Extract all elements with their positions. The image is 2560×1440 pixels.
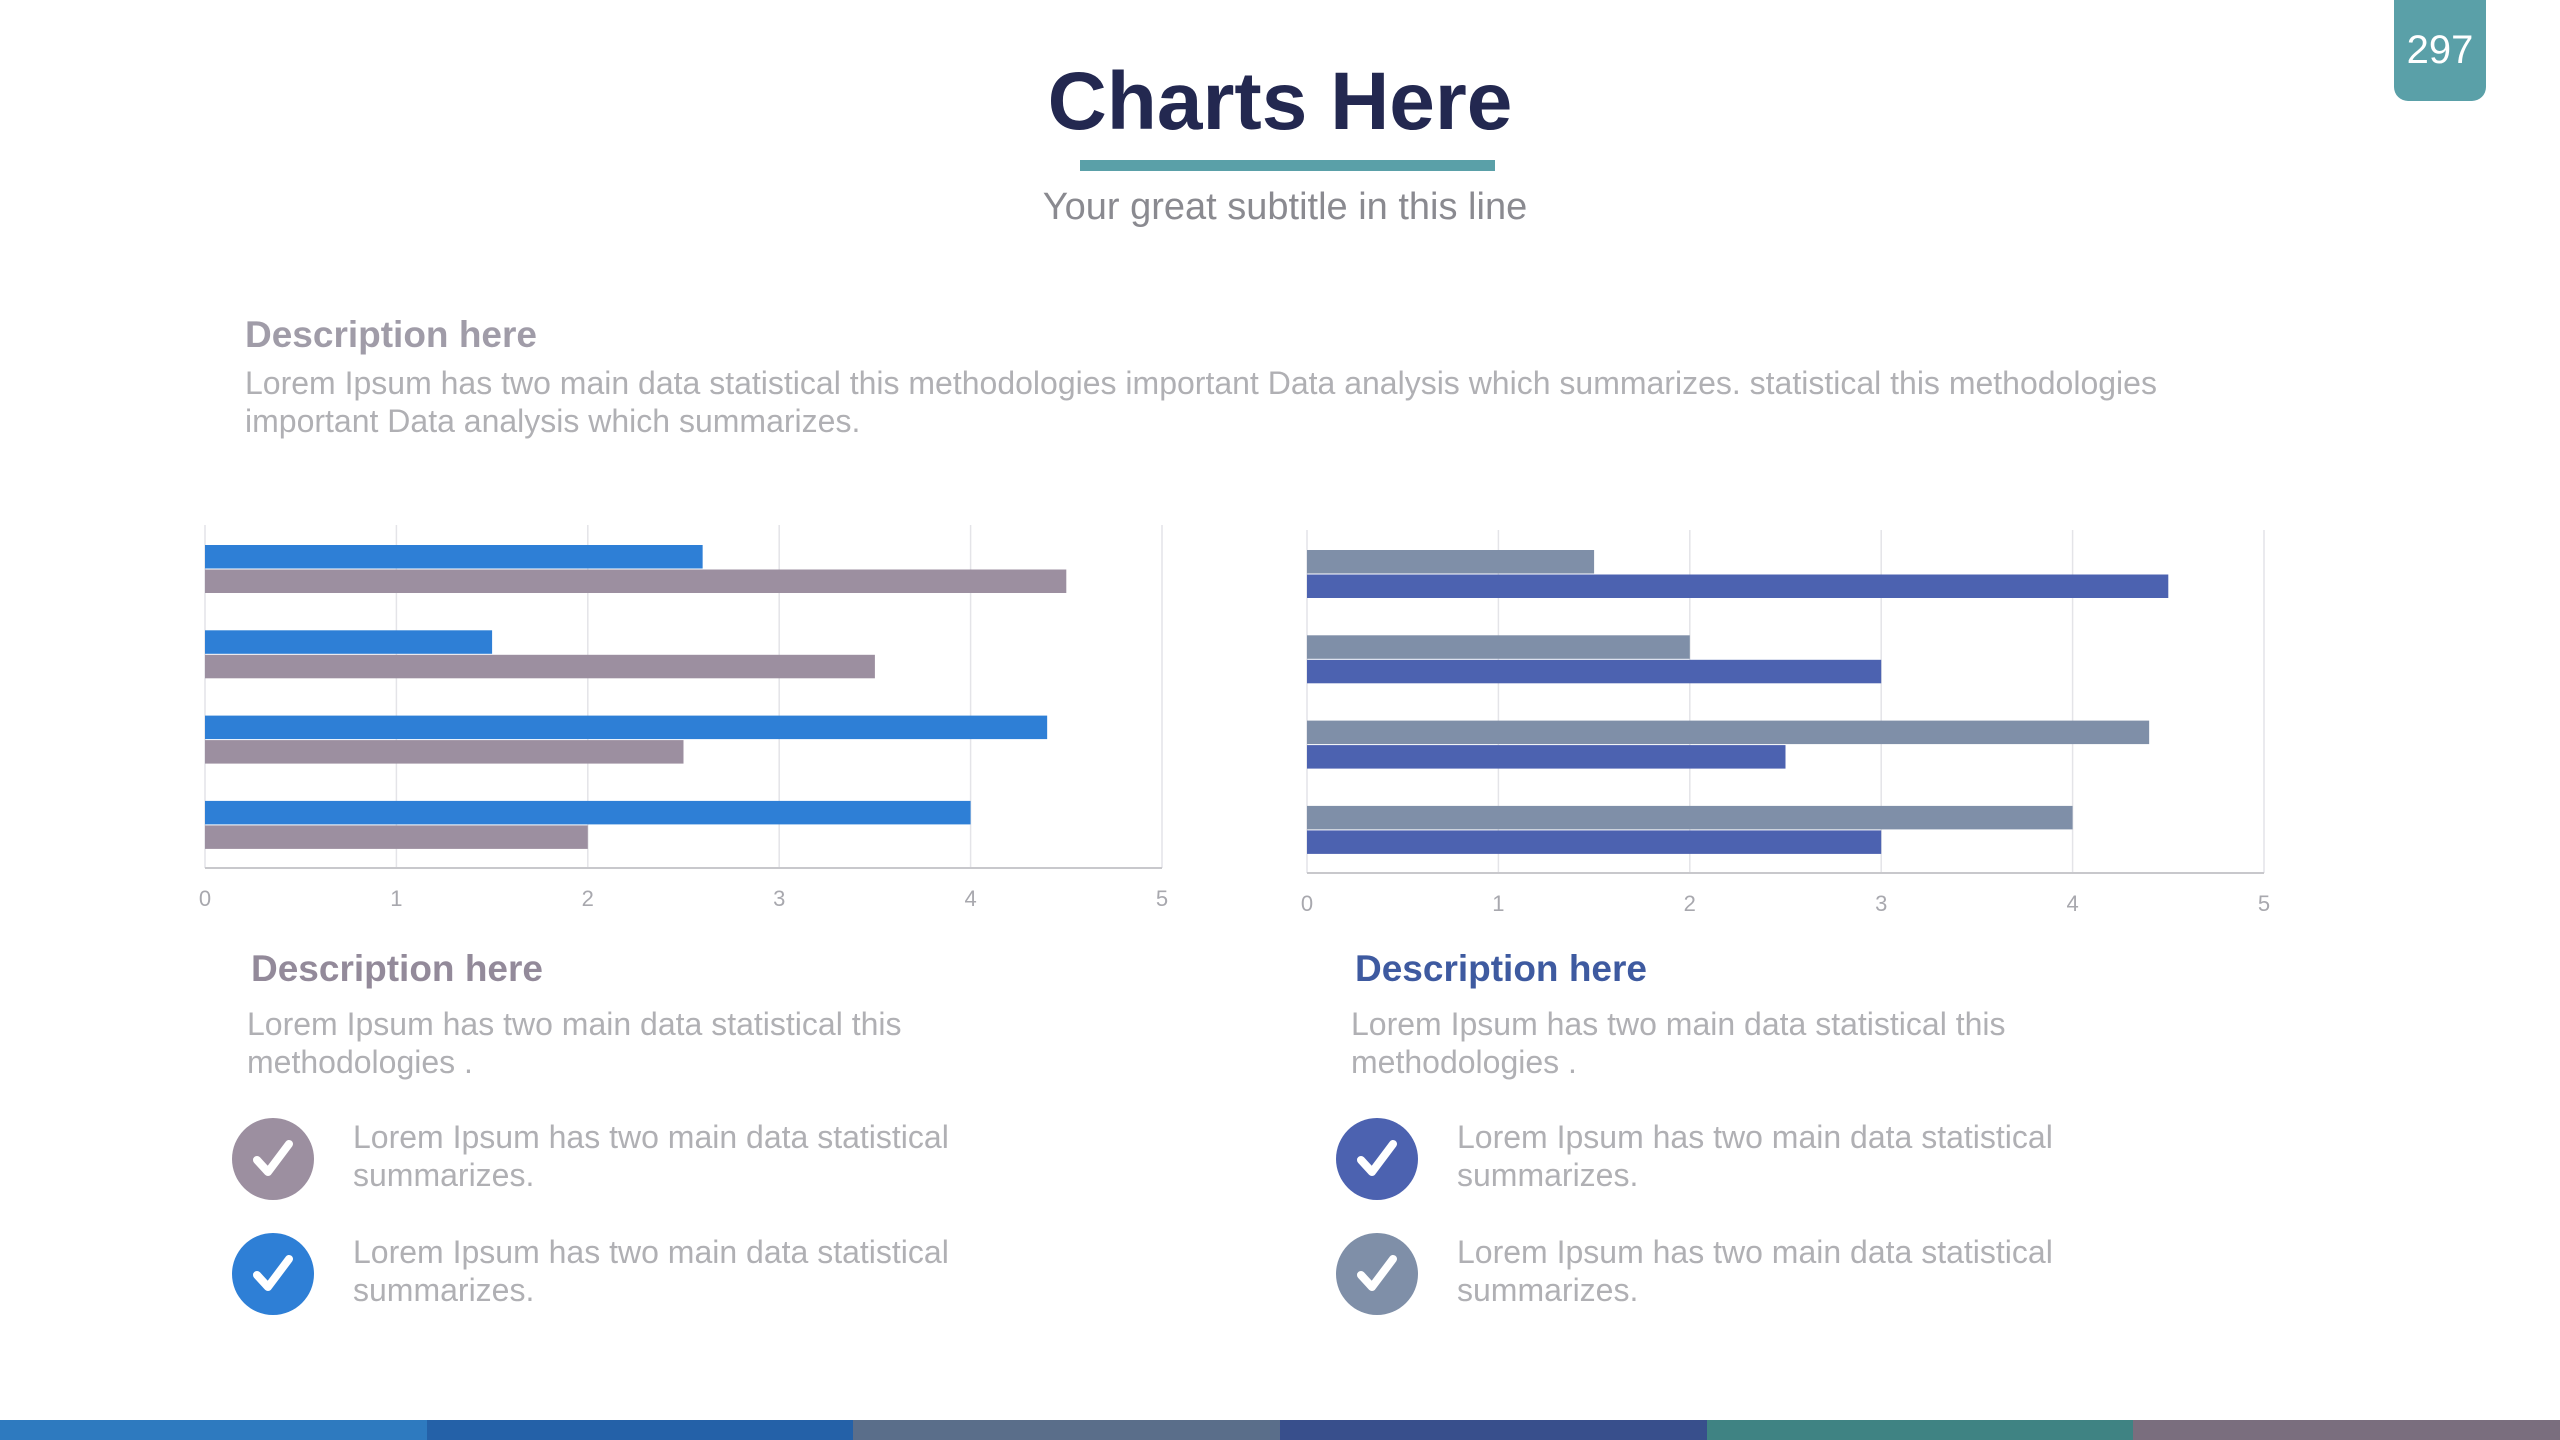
right-check-item-1: Lorem Ipsum has two main data statistica… — [1336, 1118, 2136, 1208]
left-check-item-1-text: Lorem Ipsum has two main data statistica… — [353, 1119, 949, 1193]
footer-segment — [1280, 1420, 1707, 1440]
bar — [205, 569, 1067, 593]
right-check-item-1-text: Lorem Ipsum has two main data statistica… — [1457, 1119, 2053, 1193]
bar — [205, 654, 875, 679]
right-check-item-2-text: Lorem Ipsum has two main data statistica… — [1457, 1234, 2053, 1308]
x-tick-label: 4 — [2066, 891, 2078, 916]
page-subtitle: Your great subtitle in this line — [1042, 186, 1528, 228]
left-bar-chart: 0 1 2 3 4 5 — [180, 520, 1200, 920]
bar — [205, 715, 1048, 740]
x-tick-label: 4 — [964, 886, 976, 911]
bar — [205, 740, 684, 764]
bar — [1307, 745, 1786, 769]
right-chart-svg: 0 1 2 3 4 5 — [1301, 530, 2270, 916]
left-description-heading: Description here — [251, 948, 543, 989]
bar — [1307, 574, 2169, 598]
top-description-text: Lorem Ipsum has two main data statistica… — [245, 365, 2157, 439]
left-check-item-2-text: Lorem Ipsum has two main data statistica… — [353, 1234, 949, 1308]
check-icon — [232, 1118, 314, 1200]
check-icon — [1336, 1118, 1418, 1200]
footer-segment — [426, 1420, 854, 1440]
bar — [205, 545, 703, 569]
right-description-text: Lorem Ipsum has two main data statistica… — [1351, 1006, 2006, 1080]
bar — [1307, 635, 1690, 659]
x-tick-label: 2 — [1684, 891, 1696, 916]
bar — [1307, 805, 2073, 830]
x-tick-label: 5 — [2258, 891, 2270, 916]
footer-segment — [0, 1420, 427, 1440]
page-number-badge: 297 — [2394, 0, 2486, 101]
footer-segment — [853, 1420, 1281, 1440]
bar — [1307, 550, 1595, 574]
check-icon — [1336, 1233, 1418, 1315]
footer-segment — [2133, 1420, 2560, 1440]
bar — [205, 630, 493, 654]
x-tick-label: 3 — [773, 886, 785, 911]
x-tick-label: 1 — [1492, 891, 1504, 916]
bar — [1307, 659, 1882, 684]
left-chart-svg: 0 1 2 3 4 5 — [199, 525, 1168, 911]
x-tick-label: 0 — [199, 886, 211, 911]
bar — [205, 800, 971, 825]
check-icon — [232, 1233, 314, 1315]
x-tick-label: 0 — [1301, 891, 1313, 916]
x-tick-label: 1 — [390, 886, 402, 911]
x-tick-label: 5 — [1156, 886, 1168, 911]
bar — [1307, 720, 2150, 745]
right-description-heading: Description here — [1355, 948, 1647, 989]
footer-segment — [1706, 1420, 2134, 1440]
bar — [1307, 830, 1882, 854]
left-check-item-2: Lorem Ipsum has two main data statistica… — [232, 1233, 1032, 1323]
left-description-text: Lorem Ipsum has two main data statistica… — [247, 1006, 902, 1080]
right-check-item-2: Lorem Ipsum has two main data statistica… — [1336, 1233, 2136, 1323]
top-description-heading: Description here — [245, 314, 537, 355]
right-bar-chart: 0 1 2 3 4 5 — [1282, 525, 2302, 925]
left-check-item-1: Lorem Ipsum has two main data statistica… — [232, 1118, 1032, 1208]
title-underline — [1080, 160, 1495, 171]
x-tick-label: 3 — [1875, 891, 1887, 916]
page-title: Charts Here — [1047, 56, 1513, 147]
footer-color-bar — [0, 1420, 2560, 1440]
bar — [205, 825, 588, 849]
x-tick-label: 2 — [582, 886, 594, 911]
